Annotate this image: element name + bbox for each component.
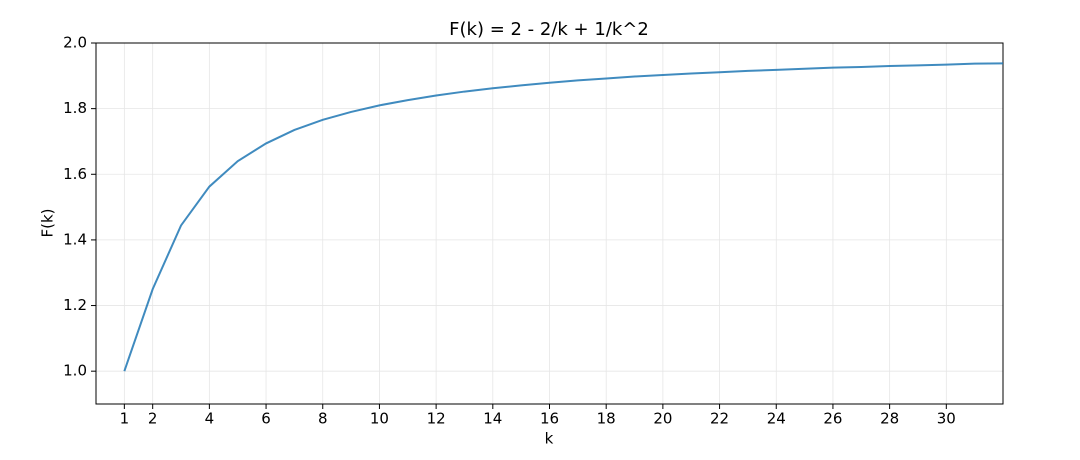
x-tick-label: 22 bbox=[710, 410, 729, 428]
data-line bbox=[123, 62, 1004, 372]
x-axis-label: k bbox=[545, 430, 554, 448]
y-tick-label: 1.6 bbox=[63, 165, 87, 183]
x-tick-label: 30 bbox=[937, 410, 956, 428]
x-tick-label: 20 bbox=[653, 410, 672, 428]
x-tick-label: 12 bbox=[427, 410, 446, 428]
x-tick-label: 1 bbox=[120, 410, 130, 428]
y-axis-label: F(k) bbox=[39, 208, 57, 237]
x-tick-label: 26 bbox=[823, 410, 842, 428]
x-tick-label: 14 bbox=[483, 410, 502, 428]
x-tick-label: 2 bbox=[148, 410, 158, 428]
x-tick-label: 10 bbox=[370, 410, 389, 428]
x-tick-label: 18 bbox=[597, 410, 616, 428]
y-tick-label: 1.4 bbox=[63, 230, 87, 248]
chart-title: F(k) = 2 - 2/k + 1/k^2 bbox=[449, 19, 649, 40]
x-tick-label: 6 bbox=[261, 410, 271, 428]
x-tick-label: 8 bbox=[318, 410, 328, 428]
x-tick-label: 24 bbox=[767, 410, 786, 428]
x-tick-label: 28 bbox=[880, 410, 899, 428]
y-tick-label: 1.2 bbox=[63, 296, 87, 314]
y-tick-label: 1.8 bbox=[63, 99, 87, 117]
plot-frame bbox=[95, 42, 1004, 405]
x-tick-label: 4 bbox=[205, 410, 215, 428]
y-tick-label: 1.0 bbox=[63, 362, 87, 380]
y-tick-label: 2.0 bbox=[63, 34, 87, 52]
x-tick-label: 16 bbox=[540, 410, 559, 428]
